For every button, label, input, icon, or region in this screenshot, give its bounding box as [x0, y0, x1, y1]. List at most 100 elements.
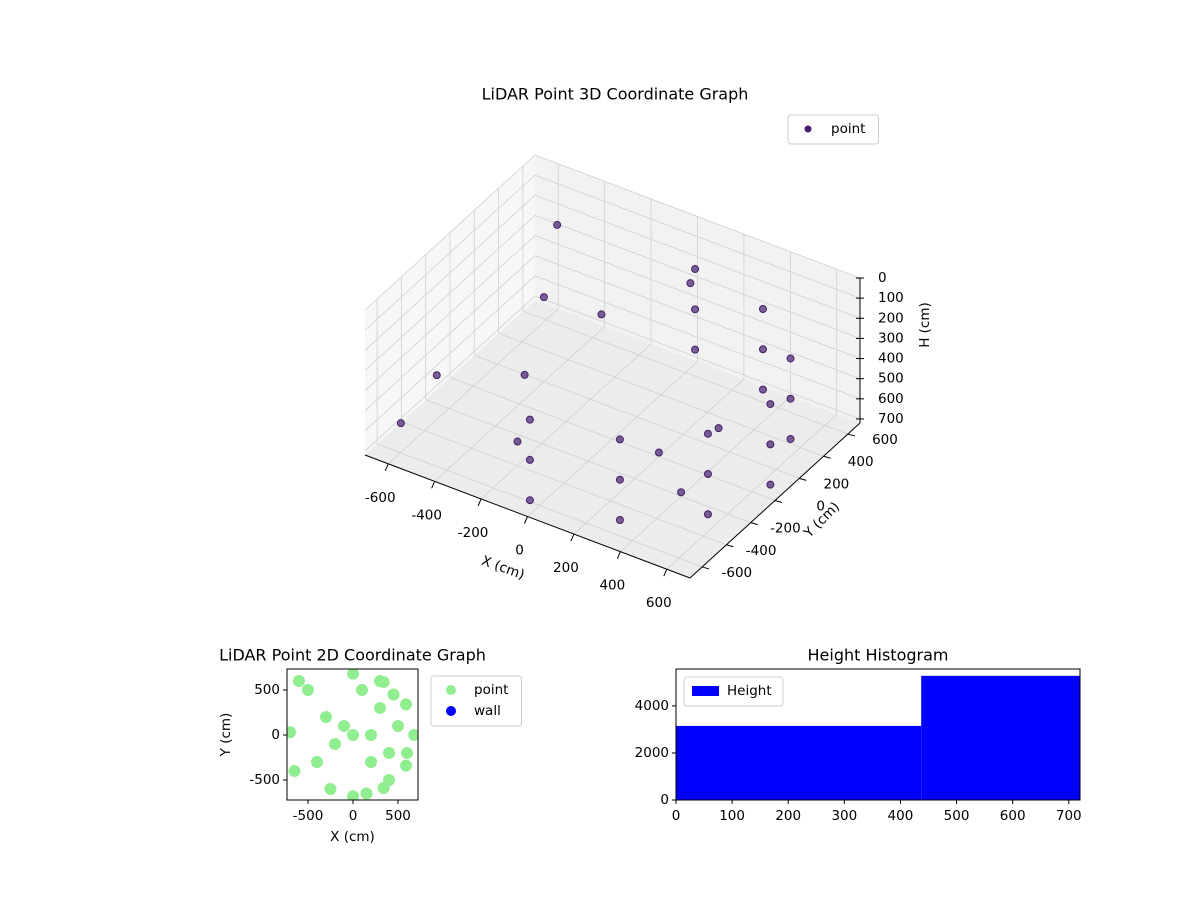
chart-title: LiDAR Point 2D Coordinate Graph — [219, 646, 486, 665]
grid-line — [377, 443, 703, 568]
legend-label: Height — [727, 683, 772, 699]
point — [383, 774, 396, 787]
point — [287, 726, 296, 739]
x-tick-label: -200 — [458, 525, 489, 541]
x-tick — [431, 481, 436, 489]
y-tick — [823, 455, 831, 459]
y-tick — [847, 433, 855, 437]
point — [597, 310, 606, 319]
grid-line — [534, 275, 861, 400]
y-tick-label: 400 — [848, 454, 874, 470]
legend-label: point — [474, 682, 508, 698]
y-tick-label: -200 — [770, 521, 801, 537]
grid-line — [364, 215, 536, 371]
x-tick-label: 600 — [646, 595, 672, 611]
grid-line — [364, 154, 536, 311]
bar — [676, 725, 922, 800]
point — [539, 293, 548, 302]
grid-line — [534, 154, 861, 279]
bar — [921, 675, 1080, 800]
y-tick-label: 0 — [271, 727, 280, 743]
point — [337, 719, 350, 732]
z-axis-label: H (cm) — [917, 302, 933, 348]
x-tick-label: -600 — [365, 490, 396, 506]
x-tick — [616, 551, 621, 559]
grid-line — [534, 235, 861, 359]
point — [553, 220, 562, 229]
point — [615, 515, 624, 524]
y-tick-label: 600 — [872, 432, 898, 448]
legend-label: point — [831, 121, 865, 137]
point — [766, 480, 775, 489]
grid-line — [425, 399, 751, 524]
point — [400, 759, 413, 772]
z-tick-label: 600 — [878, 391, 904, 407]
point — [400, 698, 413, 711]
x-tick-label: 700 — [1056, 808, 1082, 824]
grid-line — [534, 215, 861, 339]
point — [677, 488, 686, 497]
x-tick-label: 400 — [599, 578, 625, 594]
y-tick-label: -600 — [722, 565, 753, 581]
y-tick — [774, 500, 783, 503]
point — [766, 400, 775, 409]
y-tick — [750, 522, 758, 526]
y-tick-label: 500 — [254, 682, 280, 698]
x-tick-label: 0 — [672, 808, 681, 824]
point — [714, 424, 723, 433]
axes-frame — [675, 668, 1081, 801]
x-tick-label: 600 — [1000, 808, 1026, 824]
x-tick-label: 0 — [515, 543, 524, 559]
point — [525, 496, 534, 505]
point — [387, 688, 400, 701]
x-tick-label: -400 — [411, 507, 442, 523]
point — [766, 440, 775, 449]
point — [319, 710, 332, 723]
grid-line — [364, 194, 536, 351]
grid-line — [364, 235, 536, 391]
x-tick — [663, 569, 668, 577]
y-tick-label: -400 — [746, 543, 777, 559]
point — [525, 415, 534, 424]
point — [408, 728, 418, 741]
legend-frame — [683, 676, 784, 707]
point — [346, 790, 359, 800]
z-tick-label: 0 — [878, 270, 887, 286]
x-tick-label: 500 — [944, 808, 970, 824]
z-tick-label: 300 — [878, 330, 904, 346]
point — [328, 737, 341, 750]
y-tick-label: 200 — [824, 476, 850, 492]
point — [310, 756, 323, 769]
point — [654, 448, 663, 457]
grid-line — [498, 332, 824, 457]
legend-marker — [446, 706, 456, 716]
point — [786, 394, 795, 403]
grid-line — [534, 255, 861, 380]
point — [324, 783, 337, 796]
grid-line — [449, 377, 776, 501]
grid-line — [534, 174, 861, 299]
point — [691, 345, 700, 354]
y-tick — [726, 544, 734, 548]
point — [360, 787, 373, 800]
point — [615, 475, 624, 484]
grid-line — [364, 255, 536, 411]
grid-line — [522, 310, 848, 435]
point — [374, 701, 387, 714]
point — [374, 674, 387, 687]
point — [520, 370, 529, 379]
legend-marker — [804, 125, 812, 133]
point — [401, 747, 414, 760]
point — [686, 279, 695, 288]
x-tick-label: 0 — [349, 808, 358, 824]
grid-line — [401, 421, 727, 546]
point — [691, 265, 700, 274]
point — [786, 435, 795, 444]
point — [615, 435, 624, 444]
point — [392, 719, 405, 732]
y-tick-label: 2000 — [635, 745, 669, 761]
point — [365, 756, 378, 769]
point — [758, 385, 767, 394]
